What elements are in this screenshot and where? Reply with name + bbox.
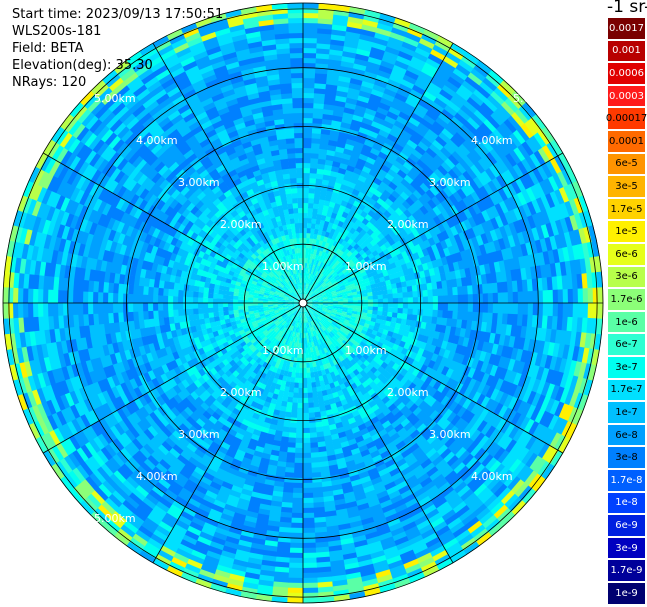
colorbar-swatch: 0.001 xyxy=(607,39,646,63)
ppi-radar-display: 1.00km 2.00km 3.00km 4.00km 5.00km 1.00k… xyxy=(2,2,604,604)
field-text: Field: BETA xyxy=(12,41,84,56)
range-label-4km-lr: 4.00km xyxy=(471,470,513,483)
colorbar-swatch: 3e-7 xyxy=(607,356,646,379)
range-grid xyxy=(2,2,604,604)
range-label-3km-ur: 3.00km xyxy=(429,176,471,189)
azimuth-spoke xyxy=(152,302,304,564)
colorbar-swatch: 3e-5 xyxy=(607,175,646,198)
colorbar-swatch: 1.7e-6 xyxy=(607,288,646,311)
colorbar-swatch: 0.0017 xyxy=(607,17,646,40)
azimuth-spoke xyxy=(302,152,564,304)
instrument-text: WLS200s-181 xyxy=(12,24,102,39)
azimuth-spoke xyxy=(302,302,564,454)
colorbar-swatch: 1e-7 xyxy=(607,401,646,424)
nrays-text: NRays: 120 xyxy=(12,75,87,90)
range-label-1km-ul: 1.00km xyxy=(262,260,304,273)
colorbar-swatch: 0.00017 xyxy=(606,107,647,130)
colorbar-swatch: 1.7e-5 xyxy=(607,197,646,221)
colorbar-swatch: 1.7e-9 xyxy=(607,559,646,582)
colorbar-swatch: 0.0003 xyxy=(607,84,646,108)
range-label-3km-ll: 3.00km xyxy=(178,428,220,441)
azimuth-spoke xyxy=(302,302,454,564)
elevation-text: Elevation(deg): 35.30 xyxy=(12,58,153,73)
colorbar-swatch: 0.0001 xyxy=(607,130,646,153)
range-label-2km-lr: 2.00km xyxy=(387,386,429,399)
range-label-5km-ul: 5.00km xyxy=(94,92,136,105)
colorbar-swatch: 6e-8 xyxy=(607,423,646,447)
colorbar-swatch: 1e-8 xyxy=(607,491,646,515)
range-label-3km-lr: 3.00km xyxy=(429,428,471,441)
colorbar-swatch: 1.7e-7 xyxy=(607,378,646,402)
colorbar-legend: 0.0017 0.001 0.0006 0.0003 0.00017 0.0001 6e-5… xyxy=(606,17,647,605)
range-label-5km-ur: 5.00km xyxy=(513,92,555,105)
range-label-2km-ul: 2.00km xyxy=(220,218,262,231)
range-label-1km-lr: 1.00km xyxy=(345,344,387,357)
azimuth-spoke xyxy=(42,302,304,454)
colorbar-swatch: 1.7e-8 xyxy=(607,469,646,492)
colorbar-swatch: 6e-6 xyxy=(607,243,646,266)
colorbar-swatch: 0.0006 xyxy=(607,62,646,85)
colorbar-swatch: 6e-7 xyxy=(607,333,646,356)
range-label-1km-ll: 1.00km xyxy=(262,344,304,357)
azimuth-spoke xyxy=(42,152,304,304)
colorbar-swatch: 1e-6 xyxy=(607,310,646,334)
azimuth-spoke xyxy=(302,42,454,304)
colorbar-swatch: 1e-5 xyxy=(607,220,646,243)
radar-center xyxy=(298,298,308,308)
range-label-2km-ur: 2.00km xyxy=(387,218,429,231)
colorbar-swatch: 1e-9 xyxy=(607,582,646,605)
colorbar-swatch: 6e-5 xyxy=(607,152,646,176)
range-label-2km-ll: 2.00km xyxy=(220,386,262,399)
range-labels: 1.00km 2.00km 3.00km 4.00km 5.00km 1.00k… xyxy=(94,92,555,525)
colorbar-unit: -1 sr-1 xyxy=(607,0,647,17)
range-label-4km-ul: 4.00km xyxy=(136,134,178,147)
range-label-4km-ur: 4.00km xyxy=(471,134,513,147)
start-time-text: Start time: 2023/09/13 17:50:51 xyxy=(12,7,224,22)
range-label-5km-ll: 5.00km xyxy=(94,512,136,525)
azimuth-spoke xyxy=(152,42,304,304)
backscatter-gates xyxy=(2,2,604,604)
range-label-3km-ul: 3.00km xyxy=(178,176,220,189)
range-label-1km-ur: 1.00km xyxy=(345,260,387,273)
colorbar-swatch: 3e-9 xyxy=(607,536,646,560)
range-label-4km-ll: 4.00km xyxy=(136,470,178,483)
colorbar-swatch: 3e-8 xyxy=(607,446,646,469)
colorbar-swatch: 6e-9 xyxy=(607,514,646,537)
colorbar-swatch: 3e-6 xyxy=(607,265,646,289)
